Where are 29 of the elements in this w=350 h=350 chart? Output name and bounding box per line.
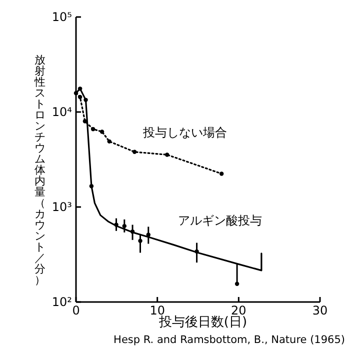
x-tick-label: 10 [150, 304, 165, 318]
point [100, 130, 104, 134]
point [107, 139, 112, 144]
y-tick-label: 10⁴ [52, 104, 72, 119]
point [114, 222, 118, 227]
y-tick-label: 10³ [52, 200, 72, 214]
point [130, 230, 135, 234]
text: Hesp R. and Ramsbottom, B., Nature (1965) [114, 334, 345, 346]
text: 放射性ストロンチウム体内量（カウント／分） [34, 54, 46, 286]
point [89, 184, 94, 188]
x-tick-label: 30 [312, 304, 328, 318]
point [122, 224, 127, 228]
point [194, 249, 199, 254]
point [234, 282, 240, 286]
point [78, 94, 82, 100]
x-axis-title: 投与後日数(日) [158, 315, 248, 330]
y-tick-label: 10² [52, 294, 72, 309]
series-label: アルギン酸投与 [178, 214, 262, 228]
point [132, 150, 137, 154]
point [219, 172, 224, 176]
point [84, 98, 88, 102]
series-label: 投与しない場合 [142, 126, 228, 140]
point [164, 152, 170, 157]
y-tick-label: 10⁵ [52, 10, 72, 24]
point [78, 86, 82, 91]
point [138, 238, 142, 243]
point [90, 127, 96, 132]
x-tick-label: 0 [72, 304, 80, 318]
point [146, 232, 150, 237]
